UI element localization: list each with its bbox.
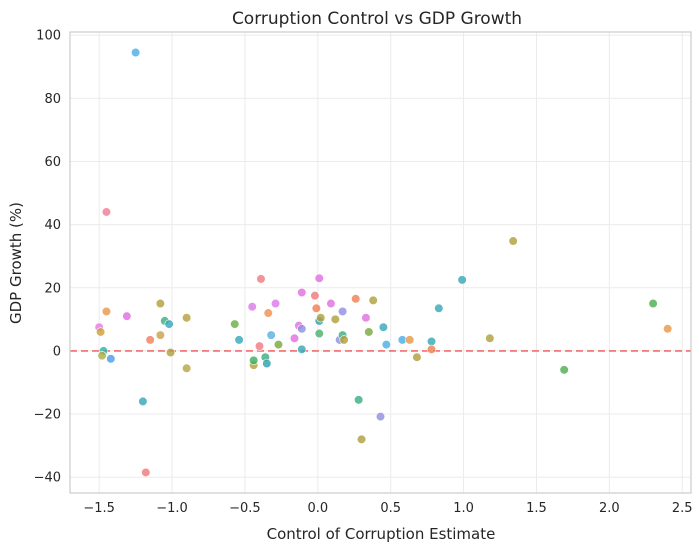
y-axis-ticks: −40 −20 0 20 40 60 80 100 [34, 29, 61, 486]
data-point [485, 333, 495, 343]
data-point [138, 396, 148, 407]
data-point [378, 322, 389, 332]
data-point [141, 467, 151, 478]
plot-frame [69, 31, 692, 494]
data-point [356, 434, 367, 444]
data-point [375, 411, 386, 422]
data-point [164, 319, 174, 329]
data-point [351, 294, 361, 304]
data-point [412, 352, 422, 362]
x-tick-label: −1.0 [156, 501, 188, 516]
data-point [182, 313, 192, 323]
data-point [122, 311, 132, 321]
data-point [314, 328, 324, 339]
data-point [310, 291, 320, 301]
data-point [155, 330, 165, 340]
x-tick-label: 2.5 [672, 501, 693, 516]
y-axis-label: GDP Growth (%) [7, 202, 25, 324]
data-point [361, 313, 371, 323]
data-point [182, 363, 192, 373]
y-tick-label: 20 [44, 281, 61, 296]
data-point [145, 335, 155, 345]
data-point [101, 306, 112, 317]
data-point [508, 236, 518, 246]
data-point [457, 275, 467, 285]
data-point [234, 335, 244, 345]
x-axis-ticks: −1.5 −1.0 −0.5 0.0 0.5 1.0 1.5 2.0 2.5 [83, 501, 692, 516]
x-tick-label: 0.5 [380, 501, 401, 516]
data-point [266, 330, 276, 340]
data-point [165, 347, 176, 358]
data-point [426, 336, 437, 347]
data-point [289, 333, 300, 343]
data-point [426, 344, 437, 354]
data-point [230, 319, 240, 329]
data-point [106, 354, 116, 364]
data-point [297, 324, 307, 334]
data-point [270, 298, 281, 309]
data-point [339, 335, 349, 345]
data-point [263, 308, 273, 318]
y-tick-label: 0 [53, 344, 61, 359]
x-tick-label: −0.5 [229, 501, 261, 516]
data-point [97, 351, 107, 361]
data-point [130, 47, 141, 58]
x-tick-label: −1.5 [83, 501, 115, 516]
data-point [155, 298, 165, 309]
data-point [249, 355, 259, 365]
data-points [94, 47, 673, 478]
data-point [297, 344, 307, 354]
data-point [405, 335, 415, 345]
data-point [256, 274, 266, 284]
data-point [101, 207, 112, 217]
y-tick-label: 40 [44, 218, 61, 233]
data-point [316, 313, 326, 323]
data-point [326, 298, 336, 309]
x-tick-label: 1.0 [453, 501, 474, 516]
data-point [559, 365, 569, 375]
data-point [648, 298, 658, 309]
chart-title: Corruption Control vs GDP Growth [232, 9, 522, 29]
y-tick-label: −40 [34, 471, 61, 486]
x-tick-label: 0.0 [307, 501, 328, 516]
data-point [273, 339, 284, 350]
data-point [337, 306, 348, 317]
y-tick-label: 60 [44, 155, 61, 170]
data-point [247, 302, 257, 312]
x-tick-label: 2.0 [599, 501, 620, 516]
data-point [381, 339, 391, 350]
data-point [364, 327, 374, 337]
data-point [262, 358, 272, 369]
data-point [354, 395, 364, 405]
data-point [368, 295, 378, 305]
data-point [96, 327, 106, 337]
data-point [663, 324, 673, 334]
y-tick-label: 80 [44, 92, 61, 107]
x-axis-label: Control of Corruption Estimate [267, 525, 496, 543]
data-point [330, 314, 340, 324]
data-point [434, 303, 444, 313]
data-point [314, 273, 324, 283]
data-point [297, 287, 307, 298]
y-tick-label: 100 [36, 29, 61, 44]
y-tick-label: −20 [34, 408, 61, 423]
data-point [254, 341, 265, 351]
x-tick-label: 1.5 [526, 501, 547, 516]
data-point [311, 303, 321, 313]
